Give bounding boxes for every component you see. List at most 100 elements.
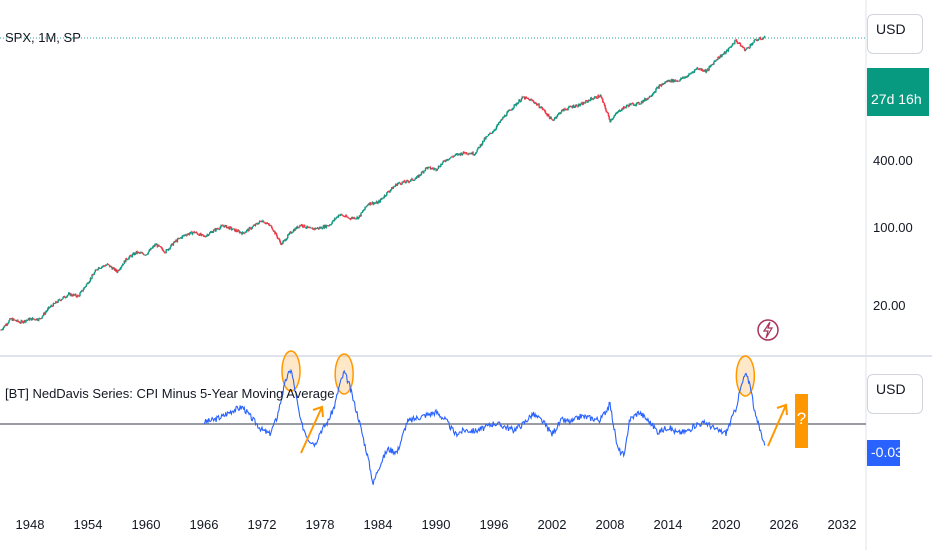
candle-body <box>708 66 710 71</box>
candle-body <box>591 98 593 100</box>
candle-body <box>274 232 277 234</box>
candle-body <box>562 109 564 112</box>
candle-body <box>739 43 742 47</box>
time-tick-label: 1954 <box>74 517 103 532</box>
candle-body <box>470 153 473 155</box>
candle-body <box>570 106 573 108</box>
candle-body <box>518 100 520 103</box>
main-pane[interactable]: SPX, 1M, SP 20.00 100.00 400.00 <box>0 30 913 331</box>
candle-body <box>107 263 109 265</box>
price-tick-label: 20.00 <box>873 298 906 313</box>
candle-body <box>303 224 305 227</box>
candle-body <box>146 254 148 256</box>
candle-body <box>63 296 65 298</box>
candle-body <box>469 153 472 155</box>
currency-button[interactable]: USD <box>867 14 923 54</box>
candle-body <box>595 96 598 99</box>
candle-body <box>602 98 604 103</box>
candle-body <box>96 269 98 271</box>
candle-body <box>436 169 438 171</box>
candle-body <box>269 225 271 227</box>
candle-body <box>643 98 646 102</box>
candle-body <box>53 303 55 304</box>
candle-body <box>361 212 363 214</box>
candle-body <box>182 235 184 237</box>
candle-body <box>11 318 13 321</box>
candle-body <box>727 47 730 52</box>
candle-body <box>200 234 203 236</box>
candle-body <box>613 116 615 118</box>
candle-body <box>467 153 469 155</box>
candle-body <box>460 152 462 156</box>
time-tick-label: 1960 <box>132 517 161 532</box>
candle-body <box>366 205 368 207</box>
candle-body <box>349 218 352 220</box>
candle-body <box>424 167 427 171</box>
candle-body <box>435 168 437 171</box>
candle-body <box>277 237 279 239</box>
candle-body <box>260 221 262 222</box>
indicator-line[interactable] <box>203 368 766 485</box>
time-tick-label: 2002 <box>538 517 567 532</box>
candle-body <box>238 230 241 233</box>
candle-body <box>423 170 425 173</box>
candle-body <box>402 181 404 183</box>
candle-body <box>337 216 339 218</box>
candle-body <box>38 318 40 321</box>
candle-body <box>544 109 546 112</box>
candle-body <box>540 107 542 109</box>
lightning-bolt-icon[interactable] <box>757 319 779 341</box>
candle-body <box>176 238 179 242</box>
candle-body <box>245 230 248 232</box>
candle-body <box>1 329 3 331</box>
candle-body <box>482 140 484 144</box>
candle-body <box>300 224 303 226</box>
candle-body <box>582 102 585 105</box>
candle-body <box>47 308 49 311</box>
candle-body <box>709 65 712 67</box>
candle-body <box>680 78 682 80</box>
candle-body <box>761 39 763 41</box>
candle-body <box>129 255 132 257</box>
candle-body <box>554 117 556 119</box>
candle-body <box>530 99 532 101</box>
indicator-currency-button[interactable]: USD <box>867 374 923 414</box>
candle-body <box>590 97 593 99</box>
candle-body <box>84 286 86 288</box>
candle-body <box>534 102 536 104</box>
candle-body <box>390 187 393 190</box>
candle-body <box>239 232 241 233</box>
candle-body <box>143 254 146 256</box>
candle-body <box>502 117 504 120</box>
candle-body <box>438 166 440 168</box>
candle-body <box>381 198 383 200</box>
candle-body <box>411 178 413 180</box>
last-price-label <box>867 68 929 86</box>
candle-body <box>508 109 511 111</box>
candle-body <box>5 324 7 327</box>
candle-body <box>283 239 286 241</box>
candle-body <box>451 156 453 158</box>
candle-body <box>621 108 623 111</box>
candle-body <box>519 100 522 102</box>
candle-body <box>605 108 607 112</box>
candle-body <box>46 310 48 312</box>
candle-body <box>113 267 115 269</box>
candle-body <box>429 166 432 169</box>
candle-body <box>505 115 507 117</box>
candle-body <box>125 258 128 260</box>
price-series[interactable] <box>0 35 766 331</box>
candle-body <box>79 293 81 297</box>
candle-body <box>607 113 610 117</box>
candle-body <box>221 225 224 227</box>
candle-body <box>710 64 713 66</box>
candle-body <box>686 76 689 78</box>
candle-body <box>628 103 631 107</box>
indicator-pane[interactable]: [BT] NedDavis Series: CPI Minus 5-Year M… <box>0 350 866 485</box>
candle-body <box>386 191 389 193</box>
candle-body <box>513 104 515 108</box>
candle-body <box>690 72 693 74</box>
candle-body <box>585 100 588 102</box>
candle-body <box>108 264 110 266</box>
